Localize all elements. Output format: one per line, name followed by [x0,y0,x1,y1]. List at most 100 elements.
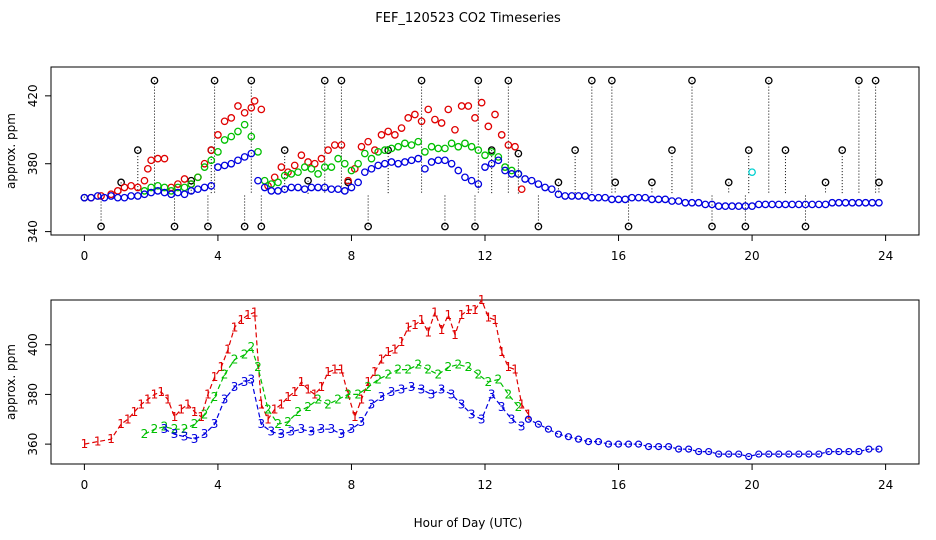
data-point [674,197,683,205]
data-point-label: 3 [278,427,286,441]
data-point-label: 3 [468,407,476,421]
data-point [394,159,403,168]
data-point [133,192,142,200]
data-point [317,154,326,163]
data-point-label: 1 [391,343,399,357]
data-point [661,195,670,204]
data-point [250,97,259,105]
data-point-label: 1 [311,387,319,401]
data-point-label: 1 [157,385,165,399]
data-point-label: 2 [515,400,523,414]
x-tick-label: 4 [214,478,222,492]
data-point [835,198,843,207]
data-point [160,154,169,163]
data-point [547,185,556,194]
data-point-label: 1 [478,293,486,307]
data-point [621,195,630,204]
x-tick-label: 12 [477,478,492,492]
data-point [861,198,870,207]
x-axis-ticks: 0 4 8 12 16 20 24 [81,464,893,492]
data-point-label: 1 [491,313,499,327]
y-tick-label: 400 [26,333,40,356]
data-point [865,445,873,453]
data-point [200,163,209,171]
data-point [314,170,322,178]
data-point [688,198,696,207]
data-point-label: 1 [217,360,225,374]
data-point [611,178,620,187]
data-point [447,159,456,168]
data-point [167,187,176,195]
data-point [93,192,102,200]
data-point-label: 2 [264,402,272,416]
x-tick-label: 4 [214,249,222,263]
data-point [254,147,262,156]
data-point [481,151,489,160]
y-tick-label: 360 [26,433,40,456]
series-dense [524,415,883,461]
data-point [207,146,216,155]
data-point [808,200,817,209]
data-point [327,185,336,194]
data-point [120,193,129,202]
data-point [745,452,753,461]
x-tick-label: 20 [744,478,759,492]
data-point [113,193,122,202]
data-point [835,447,843,456]
data-point [207,156,216,165]
data-point-label: 1 [525,407,533,421]
data-point-label: 2 [241,348,249,362]
data-point-label: 1 [298,375,306,389]
data-point-label: 1 [338,363,346,377]
data-point [628,193,636,202]
data-point [394,142,403,151]
data-point [634,193,643,202]
data-point-label: 1 [81,437,89,451]
data-point [401,158,409,166]
data-point [340,187,349,195]
data-point [461,173,469,182]
data-point [127,192,135,200]
data-point-label: 2 [314,392,322,406]
data-point-label: 1 [458,308,466,322]
y-tick-label: 340 [26,220,40,243]
data-point [764,76,773,85]
data-point [220,117,229,126]
data-point [511,142,519,151]
data-point [200,183,209,192]
data-point-label: 1 [251,305,259,319]
data-point [754,200,763,209]
data-point [287,183,296,192]
data-point [300,185,309,194]
data-point [214,147,222,156]
data-point [501,163,509,171]
data-point [567,192,576,200]
data-point [561,192,569,200]
y-axis-ticks: 360 380 400 [26,333,51,456]
data-point-label: 3 [508,412,516,426]
data-point [160,188,169,197]
x-tick-label: 16 [611,478,626,492]
data-point [360,168,369,177]
data-point [504,76,513,85]
data-point [608,195,616,204]
data-point [337,141,346,149]
data-point [384,127,393,136]
data-point [100,193,109,202]
data-point [584,438,593,446]
data-point [574,435,583,443]
data-point [214,163,222,171]
data-point [150,76,159,85]
data-point [587,76,596,85]
data-point [875,445,883,453]
data-point [734,202,743,211]
data-point [541,183,549,192]
data-point [411,110,419,119]
data-point [451,125,459,134]
data-point [494,156,503,165]
data-point [414,137,423,146]
data-point-label: 3 [258,417,266,431]
data-point [624,222,633,231]
